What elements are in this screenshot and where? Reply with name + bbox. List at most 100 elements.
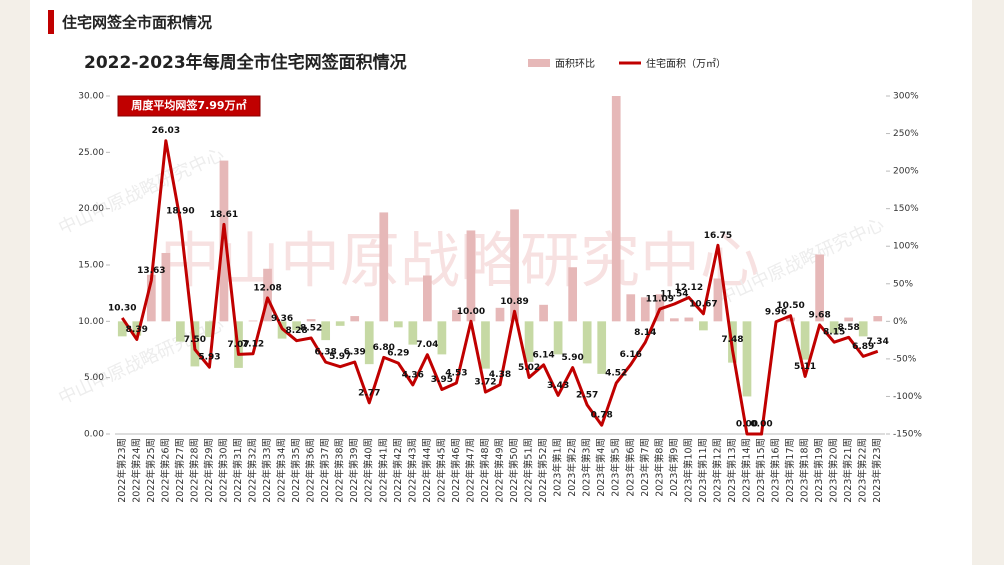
data-label: 8.14 [634, 328, 656, 338]
chart-title: 2022-2023年每周全市住宅网签面积情况 [84, 52, 407, 73]
y2-tick-label: 150% [893, 204, 919, 214]
bar [364, 321, 374, 365]
x-tick-label: 2023年第22周 [857, 438, 869, 503]
header-title: 住宅网签全市面积情况 [62, 14, 212, 32]
data-label: 7.07 [227, 340, 249, 350]
x-tick-label: 2023年第5周 [610, 438, 622, 497]
bar [524, 321, 534, 362]
x-tick-label: 2023年第23周 [871, 438, 883, 503]
bar [219, 160, 229, 322]
y2-tick-label: 300% [893, 92, 919, 102]
y-tick-label: 15.00 [78, 261, 104, 271]
bar [423, 275, 432, 322]
data-label: 0.00 [736, 420, 758, 430]
bar [858, 321, 868, 337]
data-label: 7.12 [242, 339, 264, 349]
data-label: 9.36 [271, 314, 293, 324]
x-tick-label: 2022年第31周 [232, 438, 244, 503]
data-label: 8.58 [838, 323, 860, 333]
x-tick-label: 2022年第35周 [290, 438, 302, 503]
y-tick-label: 0.00 [84, 430, 104, 440]
watermark: 中山中原战略研究中心 [160, 227, 760, 297]
data-label: 5.11 [794, 362, 816, 372]
bar [539, 304, 548, 322]
x-tick-label: 2022年第24周 [130, 438, 142, 503]
bar [640, 297, 650, 322]
x-tick-label: 2022年第37周 [319, 438, 331, 503]
x-tick-label: 2023年第15周 [755, 438, 767, 503]
data-label: 4.36 [402, 370, 424, 380]
header-marker [48, 10, 54, 34]
bar [408, 321, 418, 345]
bar [844, 317, 854, 322]
x-tick-label: 2022年第52周 [537, 438, 549, 503]
data-label: 10.67 [689, 299, 717, 309]
bar [263, 268, 272, 322]
y2-tick-label: -150% [893, 430, 922, 440]
data-label: 3.72 [474, 378, 496, 388]
data-label: 0.78 [591, 411, 613, 421]
bar [699, 321, 708, 331]
data-label: 8.39 [126, 325, 148, 335]
bar [161, 252, 171, 322]
data-label: 8.15 [823, 328, 845, 338]
x-tick-label: 2022年第25周 [145, 438, 157, 503]
bar [742, 321, 752, 397]
x-tick-label: 2022年第44周 [421, 438, 433, 503]
data-label: 6.39 [344, 348, 366, 358]
x-tick-label: 2023年第20周 [828, 438, 840, 503]
data-label: 6.80 [373, 343, 395, 353]
x-tick-label: 2023年第2周 [566, 438, 578, 497]
legend-label: 住宅面积（万㎡） [646, 57, 726, 70]
x-tick-label: 2022年第34周 [276, 438, 288, 503]
bar [582, 321, 592, 364]
bar [669, 318, 679, 322]
x-tick-label: 2022年第51周 [523, 438, 535, 503]
x-tick-label: 2022年第43周 [406, 438, 418, 503]
x-tick-label: 2022年第38周 [334, 438, 346, 503]
data-label: 18.90 [166, 207, 194, 217]
x-tick-label: 2022年第47周 [464, 438, 476, 503]
x-tick-label: 2022年第36周 [305, 438, 317, 503]
bar [466, 230, 476, 322]
data-label: 10.50 [776, 301, 804, 311]
x-tick-label: 2022年第26周 [159, 438, 171, 503]
x-tick-label: 2022年第27周 [174, 438, 186, 503]
x-tick-label: 2022年第23周 [116, 438, 128, 503]
y2-tick-label: 100% [893, 242, 919, 252]
bar [495, 307, 505, 322]
x-tick-label: 2022年第50周 [508, 438, 520, 503]
x-tick-label: 2023年第14周 [740, 438, 752, 503]
data-label: 16.75 [704, 231, 732, 241]
x-tick-label: 2022年第40周 [363, 438, 375, 503]
data-label: 26.03 [152, 126, 180, 136]
data-label: 11.54 [660, 289, 688, 299]
x-tick-label: 2023年第17周 [784, 438, 796, 503]
bar [146, 274, 156, 322]
data-label: 10.89 [500, 297, 528, 307]
y-tick-label: 30.00 [78, 92, 104, 102]
data-label: 6.38 [315, 348, 337, 358]
x-tick-label: 2022年第41周 [377, 438, 389, 503]
data-label: 9.96 [765, 307, 787, 317]
x-tick-label: 2023年第3周 [581, 438, 593, 497]
data-label: 6.16 [620, 350, 642, 360]
bar [321, 321, 331, 341]
x-tick-label: 2022年第46周 [450, 438, 462, 503]
bar [292, 321, 301, 331]
data-label: 5.02 [518, 363, 540, 373]
bar [611, 96, 621, 322]
data-label: 4.38 [489, 370, 511, 380]
line [121, 139, 879, 436]
x-tick-label: 2023年第18周 [799, 438, 811, 503]
bar [626, 294, 636, 322]
data-label: 3.43 [547, 381, 569, 391]
bar [335, 321, 345, 326]
legend-label: 面积环比 [555, 58, 595, 70]
data-label: 3.95 [431, 375, 453, 385]
x-tick-label: 2023年第21周 [842, 438, 854, 503]
bar [510, 209, 519, 322]
data-label: 5.90 [562, 353, 584, 363]
y-tick-label: 5.00 [84, 373, 104, 383]
